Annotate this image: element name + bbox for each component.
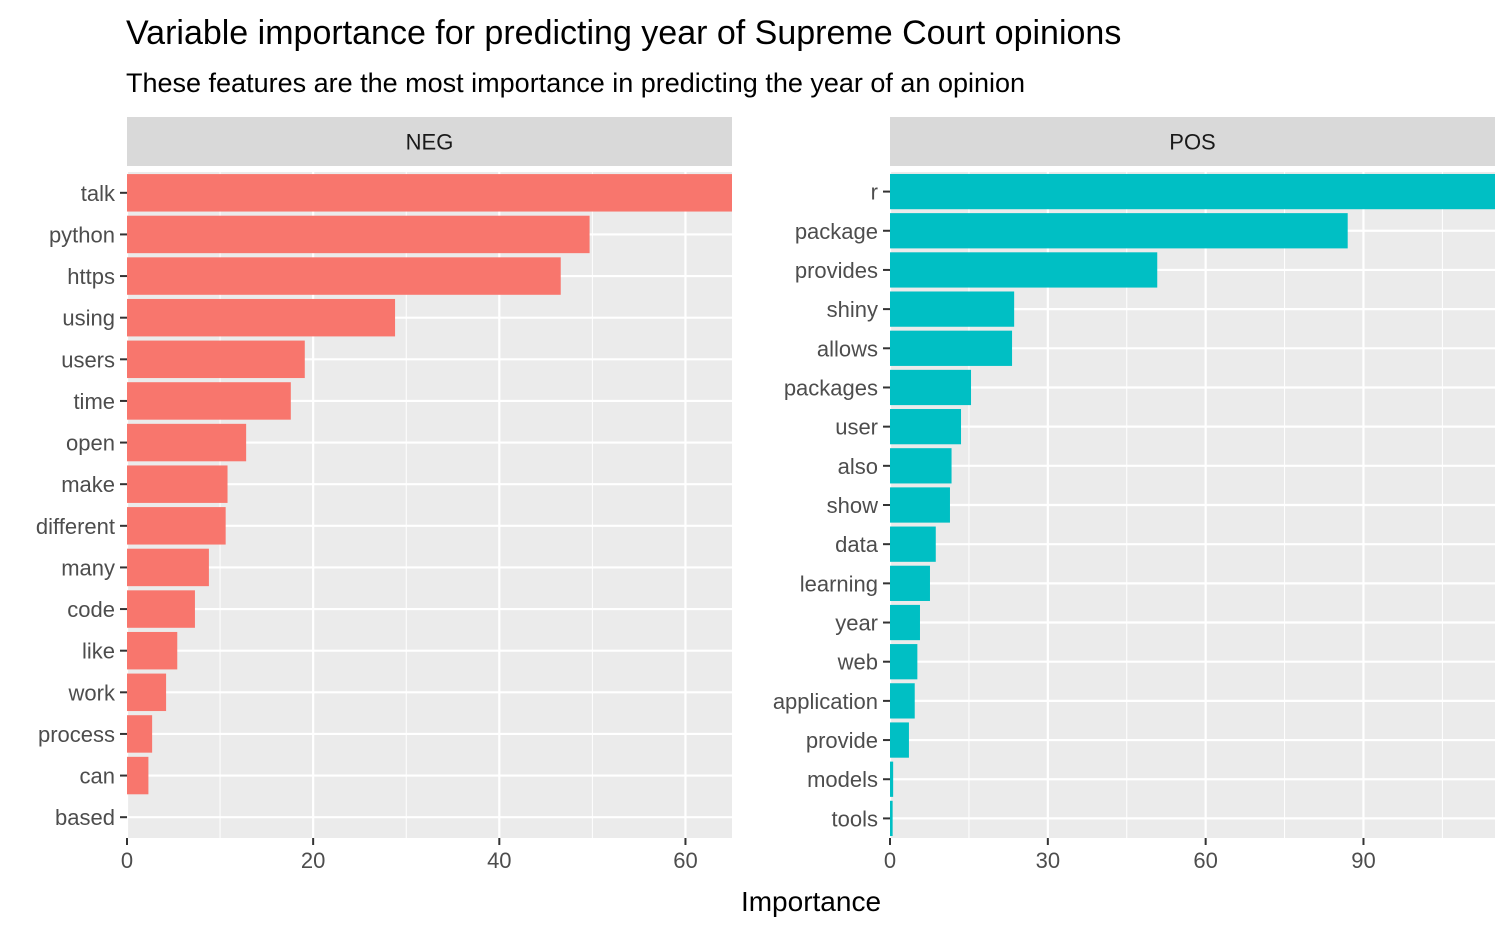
bar-packages xyxy=(890,369,972,406)
x-tick-label: 20 xyxy=(301,848,325,873)
y-tick-label-code: code xyxy=(67,597,115,622)
bar-provide xyxy=(890,722,909,758)
y-tick-label-shiny: shiny xyxy=(827,297,878,322)
bar-user xyxy=(890,409,962,445)
y-tick-label-r: r xyxy=(871,180,878,205)
bar-different xyxy=(127,507,226,545)
y-tick-label-packages: packages xyxy=(784,375,878,400)
bar-web xyxy=(890,644,918,680)
bar-make xyxy=(127,465,228,503)
bar-shiny xyxy=(890,291,1015,327)
y-tick-label-tools: tools xyxy=(832,806,878,831)
y-tick-label-talk: talk xyxy=(81,181,116,206)
bar-users xyxy=(127,340,305,379)
y-tick-label-based: based xyxy=(55,805,115,830)
bar-tools xyxy=(890,800,893,837)
y-tick-label-allows: allows xyxy=(817,336,878,361)
bar-python xyxy=(127,215,590,254)
bar-show xyxy=(890,487,950,523)
x-tick-label: 30 xyxy=(1036,848,1060,873)
y-tick-label-web: web xyxy=(837,650,878,675)
bar-models xyxy=(890,761,894,797)
x-tick-label: 0 xyxy=(121,848,133,873)
strip-background xyxy=(127,117,732,166)
strip-label-pos: POS xyxy=(1169,130,1215,155)
bar-code xyxy=(127,590,195,628)
y-tick-label-time: time xyxy=(73,389,115,414)
bar-can xyxy=(127,756,149,795)
x-tick-label: 60 xyxy=(673,848,697,873)
bar-process xyxy=(127,715,153,753)
bar-open xyxy=(127,423,247,462)
y-tick-label-provides: provides xyxy=(795,258,878,283)
bar-using xyxy=(127,298,396,337)
y-tick-label-can: can xyxy=(80,764,115,789)
y-tick-label-using: using xyxy=(62,306,115,331)
y-tick-label-provide: provide xyxy=(806,728,878,753)
bar-many xyxy=(127,548,209,587)
bar-like xyxy=(127,631,178,670)
y-tick-label-year: year xyxy=(835,611,878,636)
bar-talk xyxy=(127,174,732,212)
bar-year xyxy=(890,604,920,641)
y-tick-label-show: show xyxy=(827,493,878,518)
bar-r xyxy=(890,173,1495,210)
y-tick-label-https: https xyxy=(67,264,115,289)
y-tick-label-application: application xyxy=(773,689,878,714)
y-tick-label-open: open xyxy=(66,431,115,456)
bar-time xyxy=(127,382,291,420)
y-tick-label-user: user xyxy=(835,415,878,440)
y-tick-label-python: python xyxy=(49,222,115,247)
x-tick-label: 40 xyxy=(487,848,511,873)
panel-pos: POS r package provides shiny allows packages us… xyxy=(773,117,1495,873)
y-tick-label-like: like xyxy=(82,639,115,664)
bar-also xyxy=(890,448,952,484)
y-tick-label-learning: learning xyxy=(800,571,878,596)
bar-work xyxy=(127,673,167,712)
y-tick-label-models: models xyxy=(807,767,878,792)
bar-package xyxy=(890,213,1348,249)
chart-title: Variable importance for predicting year … xyxy=(126,14,1121,52)
x-axis-title: Importance xyxy=(741,886,881,917)
bar-learning xyxy=(890,565,930,601)
panel-neg: NEG talk python https using users time open make… xyxy=(36,117,732,873)
strip-background xyxy=(890,117,1495,166)
y-tick-label-data: data xyxy=(835,532,879,557)
bar-https xyxy=(127,257,561,295)
x-tick-label: 60 xyxy=(1193,848,1217,873)
bar-data xyxy=(890,526,936,562)
y-tick-label-also: also xyxy=(838,454,878,479)
strip-label-neg: NEG xyxy=(406,130,454,155)
bar-provides xyxy=(890,252,1158,288)
y-tick-label-different: different xyxy=(36,514,115,539)
bar-application xyxy=(890,683,915,719)
y-tick-label-package: package xyxy=(795,219,878,244)
y-tick-label-make: make xyxy=(61,472,115,497)
chart-subtitle: These features are the most importance i… xyxy=(126,68,1025,98)
y-tick-label-process: process xyxy=(38,722,115,747)
panels: NEG talk python https using users time open make… xyxy=(36,117,1495,873)
y-tick-label-users: users xyxy=(61,347,115,372)
y-tick-label-work: work xyxy=(68,680,116,705)
x-tick-label: 90 xyxy=(1351,848,1375,873)
x-tick-label: 0 xyxy=(884,848,896,873)
y-tick-label-many: many xyxy=(61,555,115,580)
bar-allows xyxy=(890,330,1013,366)
